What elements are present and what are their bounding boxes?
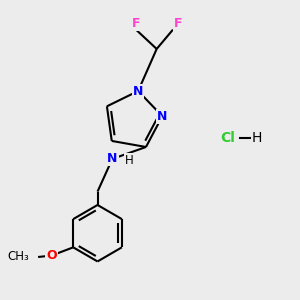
Text: Cl: Cl <box>220 131 235 145</box>
Text: N: N <box>107 152 118 165</box>
Text: H: H <box>252 131 262 145</box>
Text: H: H <box>125 154 134 167</box>
Text: F: F <box>132 16 140 30</box>
Text: N: N <box>157 110 167 123</box>
Text: N: N <box>133 85 143 98</box>
Text: F: F <box>174 16 182 30</box>
Text: CH₃: CH₃ <box>7 250 28 263</box>
Text: O: O <box>46 249 57 262</box>
